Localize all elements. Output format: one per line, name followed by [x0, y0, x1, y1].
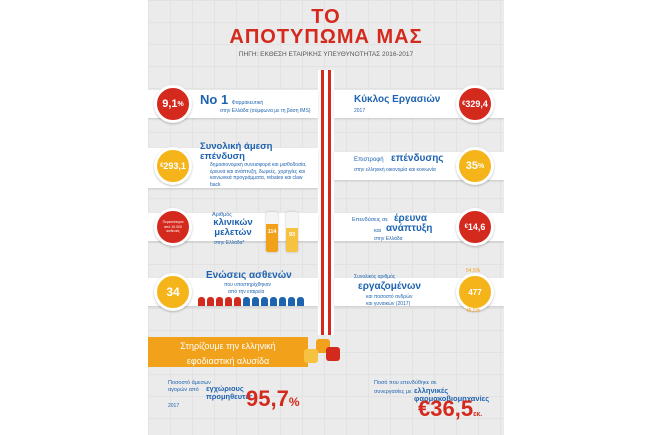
- row3-right-circle: €14,6: [456, 208, 494, 246]
- row4-left-circle: 34: [154, 273, 192, 311]
- row2-left-circle: €293,1: [154, 147, 192, 185]
- row3-right-value: 14,6: [467, 222, 486, 232]
- bottom-left-line2: αγορών από: [168, 387, 199, 393]
- row4-pct-men: 54,5%: [466, 268, 481, 274]
- person-icon: [207, 297, 214, 306]
- row4-right-value: 477: [468, 287, 482, 297]
- row1-left-sub: στην Ελλάδα (σύμφωνα με τη βάση IMS): [220, 108, 311, 114]
- road-stripe-right: [328, 70, 331, 335]
- row3-left-label: Αριθμός: [212, 212, 232, 218]
- row2-left-unit: €: [160, 163, 164, 169]
- banner-line-2: εφοδιαστική αλυσίδα: [186, 356, 270, 366]
- title-line-1: ΤΟ: [311, 6, 341, 28]
- row3-right-title2: ανάπτυξη: [386, 223, 433, 234]
- row4-right-sub2: και γυναικών (2017): [366, 301, 411, 307]
- clinical-bar-2-value: 93: [288, 232, 296, 238]
- row3-left-sub: στην Ελλάδα*: [214, 240, 245, 246]
- person-icon: [297, 297, 304, 306]
- bottom-right-value: €36,5εκ.: [418, 396, 482, 422]
- row1-right-year: 2017: [354, 108, 366, 114]
- row4-right-title: εργαζομένων: [358, 281, 421, 292]
- row1-left-title-suffix: Φαρμακευτική: [231, 100, 264, 106]
- row2-right-circle: 35%: [456, 147, 494, 185]
- row3-right-title1: έρευνα: [394, 213, 427, 224]
- banner-line-1: Στηρίζουμε την ελληνική: [180, 341, 276, 351]
- row1-right-value: 329,4: [465, 99, 488, 109]
- row2-right-prefix: Επιστροφή: [354, 157, 384, 163]
- row3-left-circle-text: Περισσότεροι από 10.000 ασθενείς: [162, 220, 184, 234]
- row1-right-unit: €: [462, 101, 466, 107]
- person-icon: [225, 297, 232, 306]
- row4-left-value: 34: [166, 285, 180, 299]
- row2-right-unit: %: [478, 162, 485, 170]
- infographic-poster: ΤΟ ΑΠΟΤΥΠΩΜΑ ΜΑΣ ΠΗΓΗ: ΕΚΘΕΣΗ ΕΤΑΙΡΙΚΗΣ …: [148, 0, 504, 435]
- row4-left-sub2: από την εταιρεία: [228, 289, 265, 295]
- row1-left-unit: %: [177, 100, 184, 108]
- road-stripe-left: [321, 70, 324, 335]
- puzzle-piece-icon: [304, 349, 318, 363]
- row2-right-value: 35: [465, 160, 478, 172]
- row4-left-title: Ενώσεις ασθενών: [206, 270, 292, 281]
- row1-right-circle: €329,4: [456, 85, 494, 123]
- person-icon: [216, 297, 223, 306]
- bottom-left-unit: %: [288, 395, 300, 409]
- bottom-left-bold: εγχώριους προμηθευτές: [206, 384, 253, 401]
- person-icon: [234, 297, 241, 306]
- puzzle-piece-icon: [326, 347, 340, 361]
- title-line-2: ΑΠΟΤΥΠΩΜΑ ΜΑΣ: [229, 26, 423, 48]
- row4-pct-women: 45,5%: [466, 308, 481, 314]
- bottom-right-line1: Ποσό που επενδύθηκε σε: [374, 380, 437, 386]
- center-road: [318, 70, 334, 335]
- row3-right-sub: στην Ελλάδα: [374, 236, 403, 242]
- bottom-right-line2: συνεργασίες με: [374, 389, 412, 395]
- person-icon: [243, 297, 250, 306]
- person-icon: [279, 297, 286, 306]
- bottom-right-number: €36,5: [418, 396, 474, 421]
- bottom-left-line1: Ποσοστό άμεσων: [168, 380, 211, 386]
- row2-left-title: Συνολική άμεση επένδυση: [200, 141, 273, 162]
- row3-right-unit: €: [464, 224, 468, 230]
- row2-right-title: επένδυσης: [391, 153, 444, 164]
- bottom-left-year: 2017: [168, 403, 180, 409]
- row3-left-title: κλινικών μελετών: [213, 217, 253, 238]
- row1-right-title: Κύκλος Εργασιών: [354, 94, 441, 105]
- bottom-left-number: 95,7: [246, 386, 289, 411]
- person-icon: [270, 297, 277, 306]
- person-icon: [261, 297, 268, 306]
- row2-right-sub: στην ελληνική οικονομία και κοινωνία: [354, 167, 436, 173]
- row4-right-prefix: Συνολικός αριθμός: [354, 274, 396, 280]
- people-icon-row: [198, 297, 310, 307]
- row1-left-title: No 1 Φαρμακευτική: [200, 92, 263, 107]
- person-icon: [198, 297, 205, 306]
- row3-right-prefix: Επενδύσεις σε: [352, 217, 388, 223]
- row4-left-sub1: που υποστηρίχθηκαν: [224, 282, 271, 288]
- bottom-left-value: 95,7%: [246, 386, 300, 412]
- row2-left-value: 293,1: [163, 161, 186, 171]
- bottom-right-unit: εκ.: [473, 411, 483, 418]
- source-note: ΠΗΓΗ: ΕΚΘΕΣΗ ΕΤΑΙΡΙΚΗΣ ΥΠΕΥΘΥΝΟΤΗΤΑΣ 201…: [238, 51, 414, 58]
- row3-left-circle: Περισσότεροι από 10.000 ασθενείς: [154, 208, 192, 246]
- row1-left-title-main: No 1: [200, 92, 229, 107]
- supply-chain-banner: Στηρίζουμε την ελληνική εφοδιαστική αλυσ…: [148, 337, 308, 367]
- row3-right-mid: και: [374, 228, 382, 234]
- row2-left-desc: δημοσιονομική συνεισφορά και μισθοδοσία,…: [210, 162, 307, 188]
- row1-left-value: 9,1: [162, 98, 178, 110]
- clinical-bar-2: 93: [286, 212, 298, 252]
- row4-right-sub1: και ποσοστό ανδρών: [366, 294, 413, 300]
- row4-right-circle: 477: [456, 273, 494, 311]
- row1-left-circle: 9,1%: [154, 85, 192, 123]
- person-icon: [252, 297, 259, 306]
- bottom-right-bold: ελληνικές φαρμακοβιομηχανίες: [414, 386, 490, 403]
- person-icon: [288, 297, 295, 306]
- clinical-bar-1: 114: [266, 212, 278, 252]
- clinical-bar-1-value: 114: [267, 229, 277, 235]
